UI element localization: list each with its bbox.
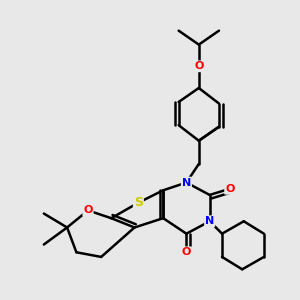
Text: N: N	[205, 216, 214, 226]
Text: S: S	[134, 196, 143, 209]
Text: N: N	[182, 178, 191, 188]
Text: O: O	[83, 206, 93, 215]
Text: O: O	[225, 184, 235, 194]
Text: O: O	[182, 247, 191, 257]
Text: O: O	[194, 61, 203, 71]
